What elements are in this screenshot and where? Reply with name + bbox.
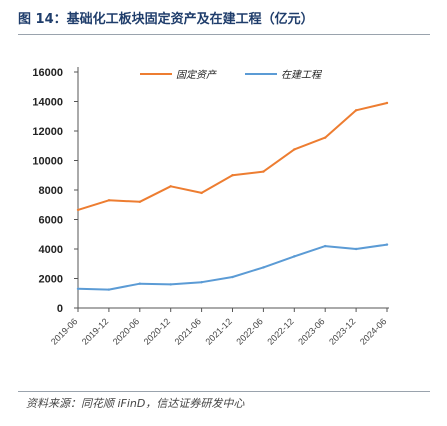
data-point	[76, 287, 80, 291]
x-tick-label: 2024-06	[358, 316, 388, 346]
data-point	[324, 136, 327, 139]
data-point	[262, 266, 265, 269]
data-point	[76, 208, 80, 212]
data-point	[324, 244, 327, 248]
x-tick-label: 2019-12	[80, 316, 110, 346]
series-line-0	[77, 102, 388, 211]
data-point	[354, 109, 358, 112]
data-point	[138, 282, 141, 285]
source-note: 资料来源：同花顺 iFinD，信达证券研发中心	[26, 397, 245, 410]
series-line-1	[77, 243, 388, 291]
legend-label-1: 在建工程	[281, 69, 323, 81]
data-point	[138, 200, 141, 203]
x-tick-label: 2021-12	[203, 316, 233, 346]
y-tick-label: 6000	[39, 215, 63, 227]
legend-label-0: 固定资产	[176, 69, 217, 81]
y-tick-label: 8000	[39, 185, 63, 197]
x-tick-label: 2020-12	[142, 316, 172, 346]
data-point	[293, 148, 296, 151]
data-point	[169, 283, 172, 286]
y-tick-label: 10000	[32, 156, 63, 168]
line-chart: 0 2000 4000 6000 8000 10000 12000 14000 16000 201…	[32, 67, 389, 347]
x-tick-label: 2022-06	[234, 316, 264, 346]
data-point	[231, 174, 234, 177]
data-point	[262, 170, 265, 173]
chart-series	[76, 101, 389, 291]
x-tick-label: 2020-06	[111, 316, 141, 346]
data-point	[200, 280, 203, 284]
x-tick-label: 2022-12	[265, 316, 295, 346]
title-divider	[18, 34, 430, 35]
x-tick-label: 2021-06	[173, 316, 203, 346]
y-tick-label: 14000	[32, 97, 63, 109]
y-tick-label: 0	[57, 303, 63, 315]
data-point	[200, 191, 203, 195]
y-tick-label: 12000	[32, 126, 63, 138]
data-point	[385, 101, 389, 105]
x-tick-label: 2023-12	[327, 316, 357, 346]
chart-legend: 固定资产 在建工程	[140, 69, 323, 81]
x-tick-label: 2019-06	[49, 316, 79, 346]
data-point	[107, 199, 111, 202]
data-point	[385, 243, 389, 246]
y-tick-label: 4000	[39, 244, 63, 256]
figure-title: 图 14：基础化工板块固定资产及在建工程（亿元）	[18, 12, 314, 27]
data-point	[107, 288, 111, 291]
source-divider	[18, 391, 430, 392]
data-point	[169, 185, 172, 188]
y-tick-label: 2000	[39, 274, 63, 286]
x-tick-label: 2023-06	[296, 316, 326, 346]
y-tick-label: 16000	[32, 67, 63, 79]
data-point	[354, 247, 358, 251]
data-point	[231, 275, 234, 279]
data-point	[293, 255, 296, 258]
